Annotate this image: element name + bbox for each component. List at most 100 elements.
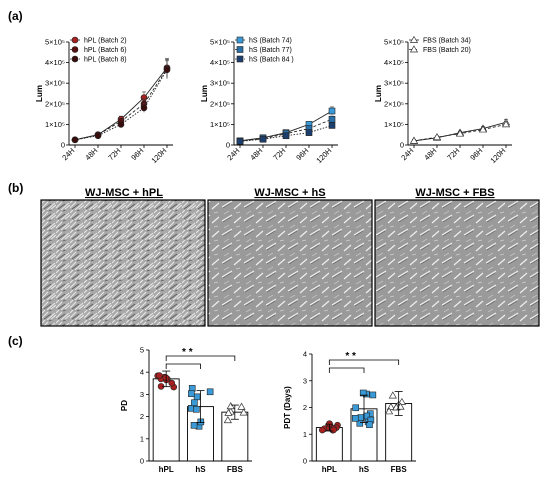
data-point: [328, 115, 336, 123]
bar: [315, 427, 343, 462]
data-point: [94, 132, 102, 140]
data-point: [501, 120, 511, 128]
x-tick-label: hPL: [159, 465, 174, 474]
micrograph-title-fbs: WJ-MSC + FBS: [415, 187, 494, 199]
legend-marker: [236, 36, 244, 44]
significance-bracket: [165, 355, 236, 361]
bar-chart-pdt: 0 1 2 3 4 PDT (Days) hPL hS FBS * *: [283, 350, 416, 474]
legend-entry: FBS (Batch 34): [423, 38, 471, 45]
data-point: [191, 399, 198, 407]
y-tick-label: 0: [226, 141, 230, 150]
data-point: [140, 104, 148, 112]
data-point: [193, 405, 200, 413]
y-axis-label: Lum: [374, 85, 383, 102]
y-tick-label: 4×10⁵: [384, 58, 404, 67]
x-tick-label: 96H: [129, 146, 145, 162]
data-point: [478, 125, 488, 133]
x-tick-label: hPL: [322, 465, 337, 474]
legend-marker: [409, 45, 419, 53]
data-point: [330, 426, 337, 434]
panel-label-c: (c): [8, 334, 23, 348]
data-point: [239, 408, 248, 416]
data-point: [206, 388, 214, 396]
data-point: [305, 129, 313, 136]
y-tick-label: 5×10⁵: [384, 38, 404, 47]
data-point: [328, 107, 336, 115]
y-tick-label: 5×10⁵: [45, 38, 65, 47]
y-tick-label: 4: [303, 350, 307, 359]
y-tick-label: 4: [140, 368, 144, 377]
series-line: [74, 68, 168, 141]
y-tick-label: 5: [140, 346, 144, 355]
significance-bracket: [165, 363, 201, 369]
data-point: [226, 402, 235, 410]
y-tick-label: 0: [303, 457, 307, 466]
legend-marker: [71, 36, 79, 44]
y-axis-label: PDT (Days): [283, 386, 292, 429]
data-point: [237, 402, 246, 410]
micrograph-row: WJ-MSC + hPL WJ-MSC + hS WJ-MSC + FBS: [40, 187, 540, 327]
x-tick-label: 72H: [445, 146, 461, 162]
x-tick-label: hS: [195, 465, 206, 474]
bar-chart-pd: 0 1 2 3 4 5 PD hPL hS FBS * *: [120, 346, 252, 474]
data-point: [356, 419, 364, 427]
data-point: [236, 137, 244, 145]
significance-label: * *: [182, 347, 193, 358]
x-tick-label: 72H: [271, 146, 287, 162]
y-axis-label: Lum: [35, 85, 44, 102]
significance-bracket: [328, 367, 365, 373]
y-tick-label: 4×10⁵: [210, 58, 230, 67]
data-point: [224, 408, 233, 416]
legend-entry: hPL (Batch 8): [84, 57, 127, 64]
x-tick-label: 120H: [314, 146, 333, 165]
data-point: [359, 389, 367, 397]
data-point: [388, 391, 397, 399]
series-line: [74, 67, 168, 141]
data-point: [188, 390, 195, 397]
series-line: [74, 69, 168, 141]
data-point: [117, 121, 125, 128]
legend-entry: FBS (Batch 20): [423, 47, 471, 54]
data-point: [193, 393, 201, 401]
panel-label-b: (b): [8, 181, 23, 195]
data-point: [432, 132, 442, 141]
significance-label: * *: [345, 351, 356, 362]
legend-marker: [71, 55, 79, 63]
significance-bracket: [328, 359, 400, 365]
x-tick-label: 120H: [149, 146, 168, 165]
y-tick-label: 2×10⁵: [384, 99, 404, 108]
y-tick-label: 3: [303, 376, 307, 385]
y-tick-label: 1: [140, 434, 144, 443]
data-point: [282, 132, 290, 140]
x-tick-label: FBS: [391, 465, 408, 474]
legend-marker: [236, 46, 244, 53]
data-point: [357, 414, 365, 421]
y-tick-label: 0: [400, 141, 404, 150]
data-point: [369, 391, 377, 399]
data-point: [156, 372, 163, 379]
y-tick-label: 3×10⁵: [45, 79, 65, 88]
y-axis-label: PD: [120, 400, 129, 411]
data-point: [328, 122, 336, 129]
y-tick-label: 1: [303, 430, 307, 439]
data-point: [351, 415, 359, 422]
x-tick-label: 48H: [248, 146, 264, 162]
y-tick-label: 2: [303, 403, 307, 412]
micrograph-hpl: [40, 199, 206, 327]
x-tick-label: hS: [359, 465, 370, 474]
y-tick-label: 3×10⁵: [384, 79, 404, 88]
data-point: [71, 136, 79, 144]
data-point: [319, 426, 326, 434]
data-point: [384, 407, 394, 415]
data-point: [168, 379, 176, 387]
y-tick-label: 2×10⁵: [210, 99, 230, 108]
x-tick-label: 96H: [294, 146, 310, 162]
micrograph-title-hs: WJ-MSC + hS: [254, 187, 325, 199]
panel-label-a: (a): [8, 9, 23, 23]
data-point: [397, 397, 406, 405]
legend-entry: hPL (Batch 6): [84, 47, 127, 54]
y-axis-label: Lum: [200, 85, 209, 102]
